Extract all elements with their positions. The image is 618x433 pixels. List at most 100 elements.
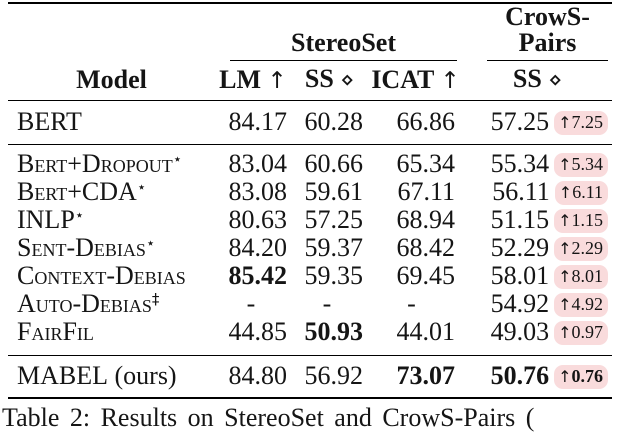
cell-icat: 73.07 — [396, 361, 456, 391]
delta-badge: ↑0.97 — [554, 320, 609, 345]
column-header-lm: LM ↑ — [215, 61, 291, 100]
cell-lm: 44.85 — [228, 316, 288, 346]
cell-crows-ss: 49.03 ↑0.97 — [463, 316, 612, 356]
cell-ss: 56.92 — [304, 361, 364, 391]
up-arrow-icon: ↑ — [558, 322, 572, 342]
model-name: Bert+CDA — [17, 176, 137, 206]
up-arrow-icon: ↑ — [558, 266, 572, 286]
cell-icat: 65.34 — [396, 148, 456, 178]
section-baselines: Bert+Dropout⋆ 83.04 60.66 65.34 55.34 ↑5.34 Be… — [8, 144, 613, 356]
column-header-crows-ss: SS ⋄ — [463, 61, 612, 100]
cell-lm: 84.20 — [228, 232, 288, 262]
cell-ss: 60.28 — [304, 107, 364, 136]
cell-model: Bert+Dropout⋆ — [8, 144, 215, 178]
delta-value: 0.97 — [571, 321, 604, 342]
cell-crows-ss: 50.76 ↑0.76 — [463, 355, 612, 398]
model-superscript: ⋆ — [74, 205, 85, 224]
delta-badge: ↑6.11 — [554, 180, 609, 205]
delta-badge: ↑5.34 — [554, 152, 609, 177]
cell-model: Auto-Debias‡ — [8, 289, 215, 318]
cell-lm: 84.80 — [228, 361, 288, 391]
cell-model: MABEL (ours) — [8, 355, 215, 398]
model-header-text: Model — [76, 65, 147, 95]
delta-badge: ↑4.92 — [554, 292, 609, 317]
crows-ss-value: 57.25 — [490, 107, 550, 136]
cell-model: FairFil — [8, 316, 215, 356]
up-arrow-icon: ↑ — [558, 367, 572, 387]
model-name: Context-Debias — [17, 260, 186, 290]
crows-pairs-text: CrowS-Pairs — [505, 2, 590, 57]
group-header-row: StereoSet CrowS-Pairs — [8, 3, 612, 61]
crows-ss-value: 56.11 — [492, 176, 550, 206]
delta-value: 7.25 — [571, 112, 604, 132]
group-header-crows-pairs: CrowS-Pairs — [463, 3, 612, 61]
up-arrow-icon: ↑ — [558, 113, 572, 132]
cell-crows-ss: 55.34 ↑5.34 — [463, 144, 612, 178]
cell-icat: 69.45 — [396, 260, 456, 290]
delta-value: 2.29 — [571, 237, 604, 258]
column-header-model: Model — [8, 61, 215, 100]
cell-lm: 80.63 — [228, 204, 288, 234]
delta-value: 4.92 — [571, 293, 604, 314]
crows-ss-value: 52.29 — [490, 232, 550, 262]
section-ours: MABEL (ours) 84.80 56.92 73.07 50.76 ↑0.76 — [8, 355, 613, 398]
cell-lm: - — [246, 288, 256, 318]
model-name: BERT — [17, 107, 82, 136]
model-name: Sent-Debias — [17, 232, 146, 262]
table-row: Bert+Dropout⋆ 83.04 60.66 65.34 55.34 ↑5.34 — [8, 144, 612, 178]
crows-ss-value: 54.92 — [490, 288, 550, 318]
delta-badge: ↑1.15 — [554, 208, 609, 233]
lm-header-text: LM — [219, 64, 262, 94]
table-row: BERT 84.17 60.28 66.86 57.25 ↑7.25 — [8, 100, 612, 144]
stereoset-text: StereoSet — [291, 28, 396, 57]
up-arrow-icon: ↑ — [267, 67, 287, 94]
column-header-icat: ICAT ↑ — [368, 61, 463, 100]
cell-crows-ss: 57.25 ↑7.25 — [463, 100, 612, 144]
column-header-ss: SS ⋄ — [291, 61, 368, 100]
model-suffix: (ours) — [108, 361, 177, 391]
up-arrow-icon: ↑ — [558, 294, 572, 314]
cell-ss: 57.25 — [304, 204, 364, 234]
up-arrow-icon: ↑ — [440, 67, 460, 94]
cell-lm: 83.04 — [228, 148, 288, 178]
crows-ss-header-text: SS — [512, 64, 542, 94]
up-arrow-icon: ↑ — [558, 238, 572, 258]
cell-icat: 68.94 — [396, 204, 456, 234]
cell-ss: 59.35 — [304, 260, 364, 290]
delta-value: 0.76 — [571, 366, 604, 387]
cell-model: INLP⋆ — [8, 205, 215, 234]
table-row: Context-Debias 85.42 59.35 69.45 58.01 ↑8.01 — [8, 260, 612, 290]
up-arrow-icon: ↑ — [558, 154, 572, 174]
cell-ss: 59.61 — [304, 176, 364, 206]
cell-icat: 66.86 — [396, 107, 456, 136]
cell-model: Context-Debias — [8, 260, 215, 290]
delta-badge: ↑2.29 — [554, 236, 609, 261]
crows-ss-value: 55.34 — [490, 148, 550, 178]
cell-icat: 44.01 — [396, 316, 456, 346]
model-name: FairFil — [17, 316, 94, 346]
table-caption: Table 2: Results on StereoSet and CrowS-… — [2, 403, 535, 432]
crows-pairs-label: CrowS-Pairs — [487, 2, 609, 61]
cell-crows-ss: 51.15 ↑1.15 — [463, 205, 612, 234]
diamond-icon: ⋄ — [340, 68, 355, 94]
crows-ss-value: 49.03 — [490, 316, 550, 346]
delta-value: 8.01 — [571, 265, 604, 286]
results-table: StereoSet CrowS-Pairs Model LM ↑ — [8, 2, 613, 399]
cell-crows-ss: 54.92 ↑4.92 — [463, 288, 612, 318]
cell-lm: 83.08 — [228, 176, 288, 206]
up-arrow-icon: ↑ — [558, 210, 572, 230]
cell-crows-ss: 52.29 ↑2.29 — [463, 232, 612, 262]
cell-ss: 59.37 — [304, 232, 364, 262]
model-name: MABEL — [17, 361, 108, 391]
model-superscript: ⋆ — [136, 177, 147, 196]
column-header-row: Model LM ↑ SS ⋄ ICAT ↑ SS ⋄ — [8, 61, 612, 100]
table-row: Bert+CDA⋆ 83.08 59.61 67.11 56.11 ↑6.11 — [8, 176, 612, 206]
cell-crows-ss: 58.01 ↑8.01 — [463, 261, 612, 290]
delta-badge: ↑7.25 — [554, 111, 609, 135]
diamond-icon: ⋄ — [548, 68, 563, 94]
cell-ss: 50.93 — [304, 316, 364, 346]
model-superscript: ⋆ — [172, 149, 183, 168]
up-arrow-icon: ↑ — [558, 182, 573, 202]
delta-value: 6.11 — [572, 181, 604, 202]
